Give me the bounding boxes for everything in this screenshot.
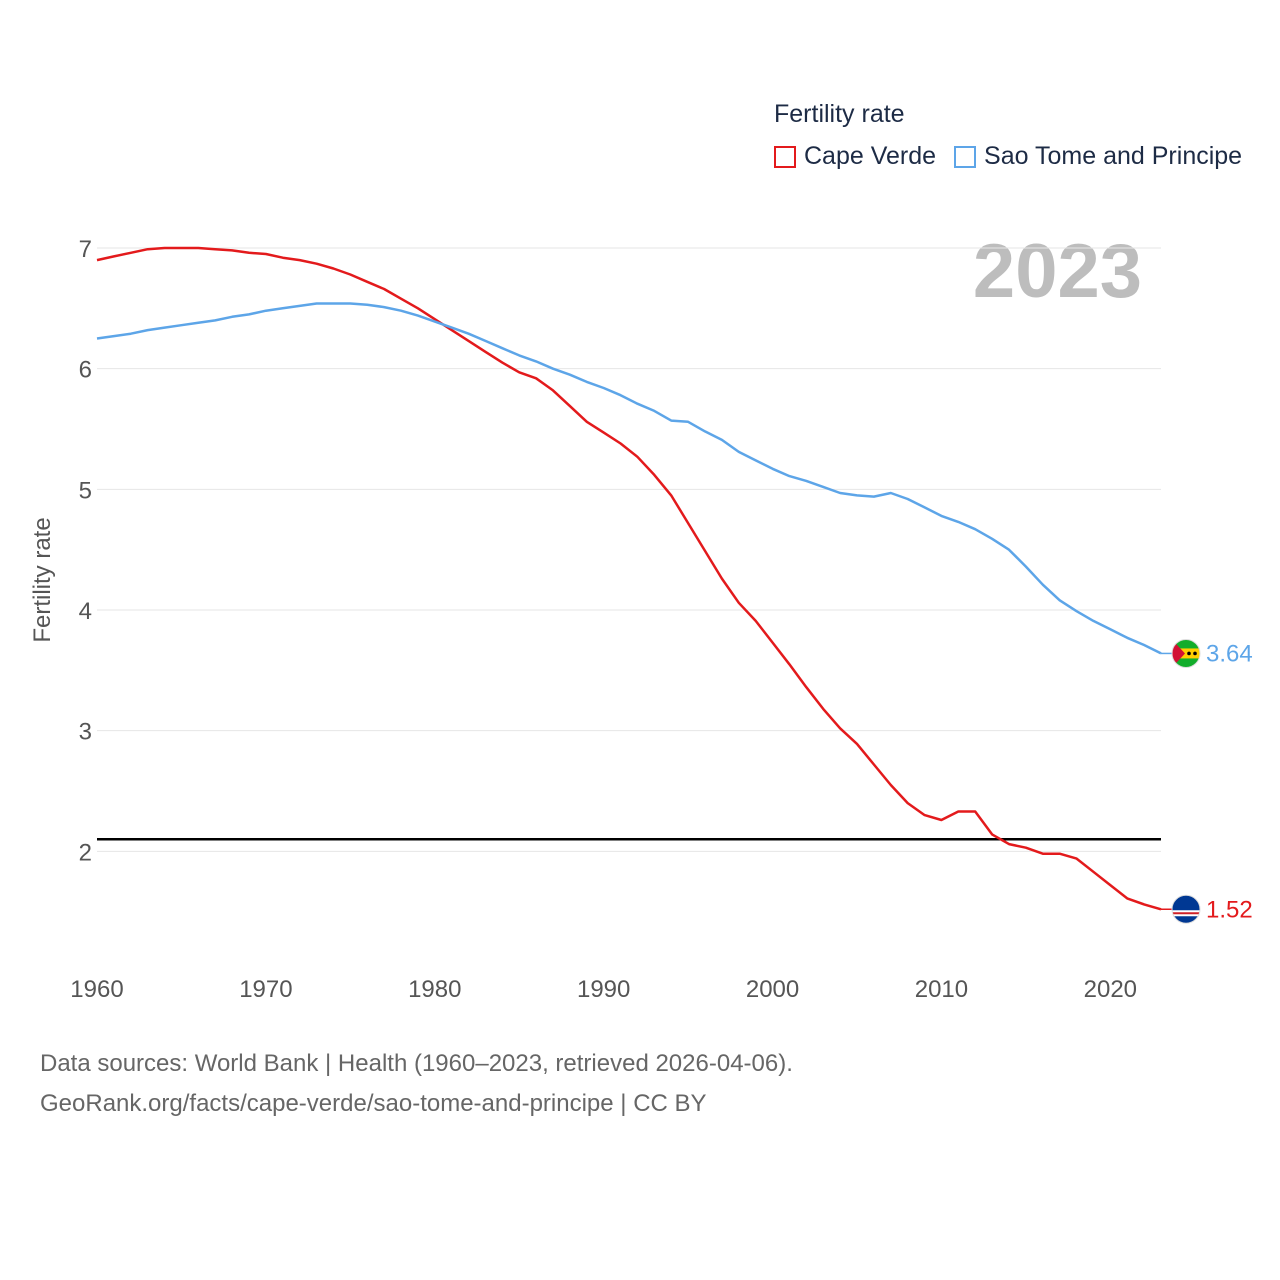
flag-icon-sao-tome-and-principe [1171, 638, 1201, 668]
y-tick-5: 5 [79, 477, 92, 504]
y-tick-7: 7 [79, 236, 92, 263]
flag-icon-cape-verde [1171, 894, 1201, 924]
grid-lines [97, 247, 1161, 852]
y-tick-3: 3 [79, 719, 92, 746]
legend-item-cape-verde[interactable]: Cape Verde [774, 142, 936, 171]
y-tick-4: 4 [79, 598, 92, 625]
x-tick-1960: 1960 [70, 976, 123, 1003]
x-tick-2000: 2000 [746, 976, 799, 1003]
y-tick-2: 2 [79, 839, 92, 866]
footer: Data sources: World Bank | Health (1960–… [40, 1044, 793, 1124]
year-badge: 2023 [972, 229, 1142, 314]
x-tick-1970: 1970 [239, 976, 292, 1003]
end-label-sao-tome-and-principe: 3.64 [1206, 640, 1253, 667]
footer-link[interactable]: GeoRank.org/facts/cape-verde/sao-tome-an… [40, 1090, 707, 1117]
legend-swatch-sao-tome [954, 145, 977, 168]
footer-source: Data sources: World Bank | Health (1960–… [40, 1050, 793, 1077]
x-tick-labels: 1960 1970 1980 1990 2000 2010 2020 [70, 976, 1137, 1003]
x-tick-2020: 2020 [1084, 976, 1137, 1003]
legend: Cape Verde Sao Tome and Principe [774, 142, 1260, 171]
x-tick-1980: 1980 [408, 976, 461, 1003]
end-label-cape-verde: 1.52 [1206, 896, 1253, 923]
end-markers: 1.52 3.64 [1161, 638, 1253, 924]
legend-label-cape-verde: Cape Verde [804, 142, 937, 170]
legend-title: Fertility rate [774, 100, 905, 128]
fertility-chart: 2 3 4 5 6 7 1960 1970 1980 1990 2000 2010 2020 Fert… [29, 236, 1253, 1003]
x-tick-2010: 2010 [915, 976, 968, 1003]
y-axis-label: Fertility rate [29, 517, 56, 642]
legend-label-sao-tome: Sao Tome and Principe [984, 142, 1243, 170]
legend-item-sao-tome[interactable]: Sao Tome and Principe [954, 142, 1242, 171]
series-line-cape-verde [96, 246, 1162, 911]
y-tick-6: 6 [79, 357, 92, 384]
x-tick-1990: 1990 [577, 976, 630, 1003]
y-tick-labels: 2 3 4 5 6 7 [79, 236, 92, 866]
series-line-sao-tome-and-principe [96, 302, 1162, 655]
series-lines [96, 246, 1162, 911]
legend-swatch-cape-verde [774, 145, 796, 168]
